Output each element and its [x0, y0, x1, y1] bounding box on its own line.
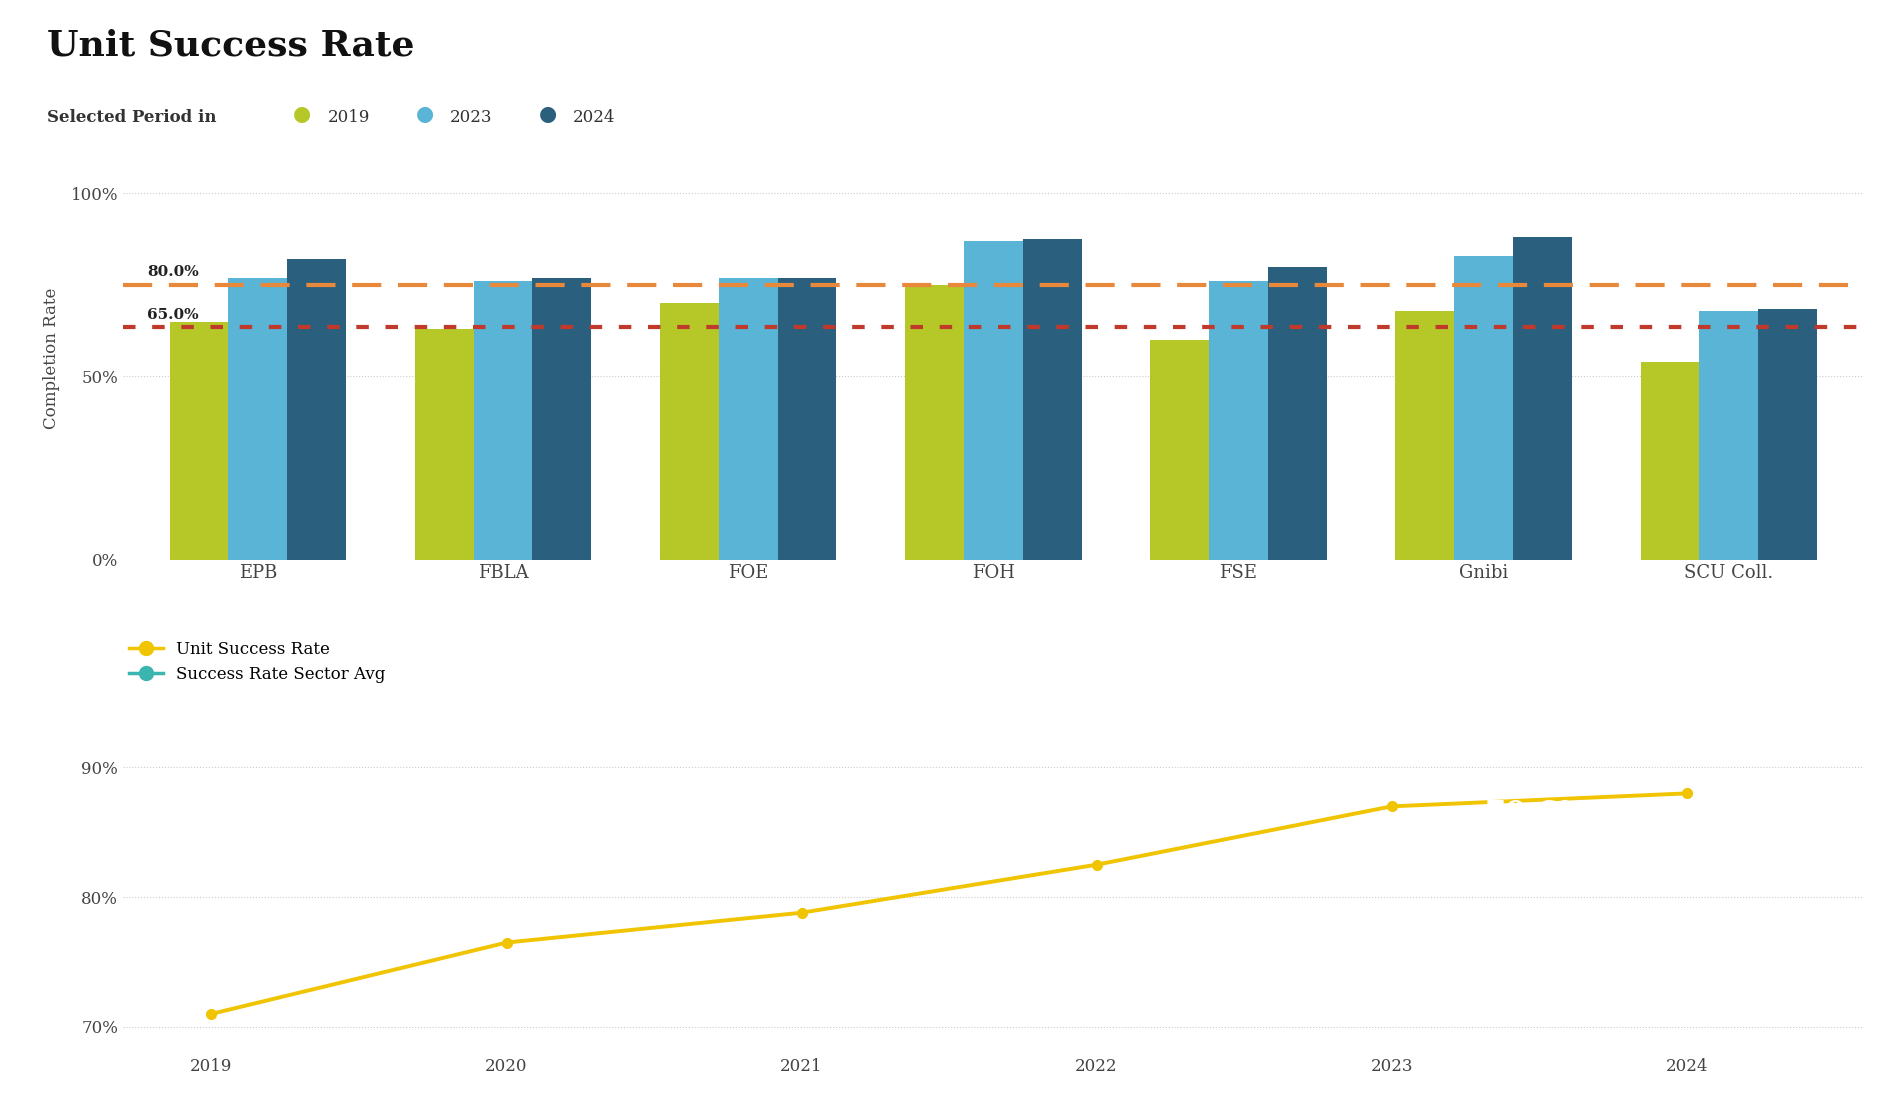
Bar: [229, 278, 288, 560]
Bar: [1268, 267, 1326, 560]
Text: 2024: 2024: [573, 109, 615, 127]
Text: Unit Success Mean: Unit Success Mean: [1179, 676, 1415, 698]
Text: ▲: ▲: [1179, 748, 1190, 764]
Bar: [532, 278, 590, 560]
Text: 2024: 2024: [1194, 1001, 1279, 1032]
Text: 2023: 2023: [450, 109, 492, 127]
Text: 65.0%: 65.0%: [148, 308, 199, 321]
Text: 86.8%: 86.8%: [1485, 900, 1587, 931]
Y-axis label: Completion Rate: Completion Rate: [42, 288, 59, 429]
Text: 2019: 2019: [327, 109, 369, 127]
Bar: [1024, 240, 1082, 560]
Legend: Unit Success Rate, Success Rate Sector Avg: Unit Success Rate, Success Rate Sector A…: [123, 634, 392, 690]
Text: 70.6%: 70.6%: [1485, 800, 1587, 830]
Text: Unit Success Rate: Unit Success Rate: [47, 28, 414, 62]
Bar: [473, 281, 532, 560]
Text: 80.0%: 80.0%: [148, 265, 199, 280]
Bar: [170, 321, 229, 560]
Bar: [1514, 237, 1572, 560]
Bar: [288, 260, 346, 560]
Bar: [414, 329, 473, 560]
Bar: [1455, 255, 1514, 560]
Text: 2019: 2019: [1194, 800, 1279, 830]
Text: 87.4%: 87.4%: [1485, 1001, 1587, 1032]
Text: ●: ●: [539, 104, 558, 124]
Bar: [1640, 362, 1699, 560]
Bar: [963, 241, 1024, 560]
Text: 2023: 2023: [1194, 900, 1279, 931]
Bar: [1758, 309, 1816, 560]
Bar: [1150, 339, 1209, 560]
Text: ●: ●: [293, 104, 312, 124]
Bar: [1396, 310, 1455, 560]
Bar: [904, 284, 963, 560]
Bar: [1699, 310, 1758, 560]
Text: Selected Period in: Selected Period in: [47, 109, 218, 127]
Bar: [1209, 281, 1268, 560]
Bar: [778, 278, 836, 560]
Text: ●: ●: [416, 104, 435, 124]
Bar: [719, 278, 778, 560]
Bar: [660, 304, 719, 560]
